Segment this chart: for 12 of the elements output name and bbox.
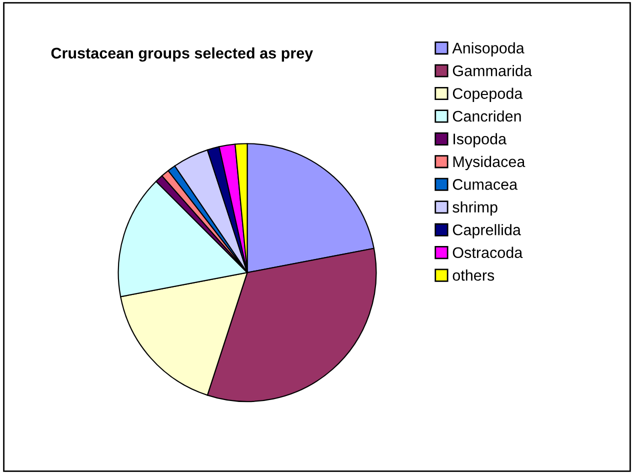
legend-label: Mysidacea (453, 156, 526, 170)
legend-label: Cumacea (452, 179, 518, 190)
legend-label: Ostracoda (452, 246, 523, 258)
legend-label: Cancriden (452, 110, 521, 122)
legend-label: Anisopoda (452, 42, 524, 57)
legend-label: Isopoda (454, 133, 507, 148)
legend-label: Gammarida (452, 64, 532, 76)
legend-label: others (452, 270, 494, 281)
chart-title: Crustacean groups selected as prey (51, 47, 314, 62)
legend-label: Copepoda (452, 88, 523, 102)
legend-label: shrimp (452, 201, 498, 216)
legend-label: Caprellida (452, 224, 521, 238)
